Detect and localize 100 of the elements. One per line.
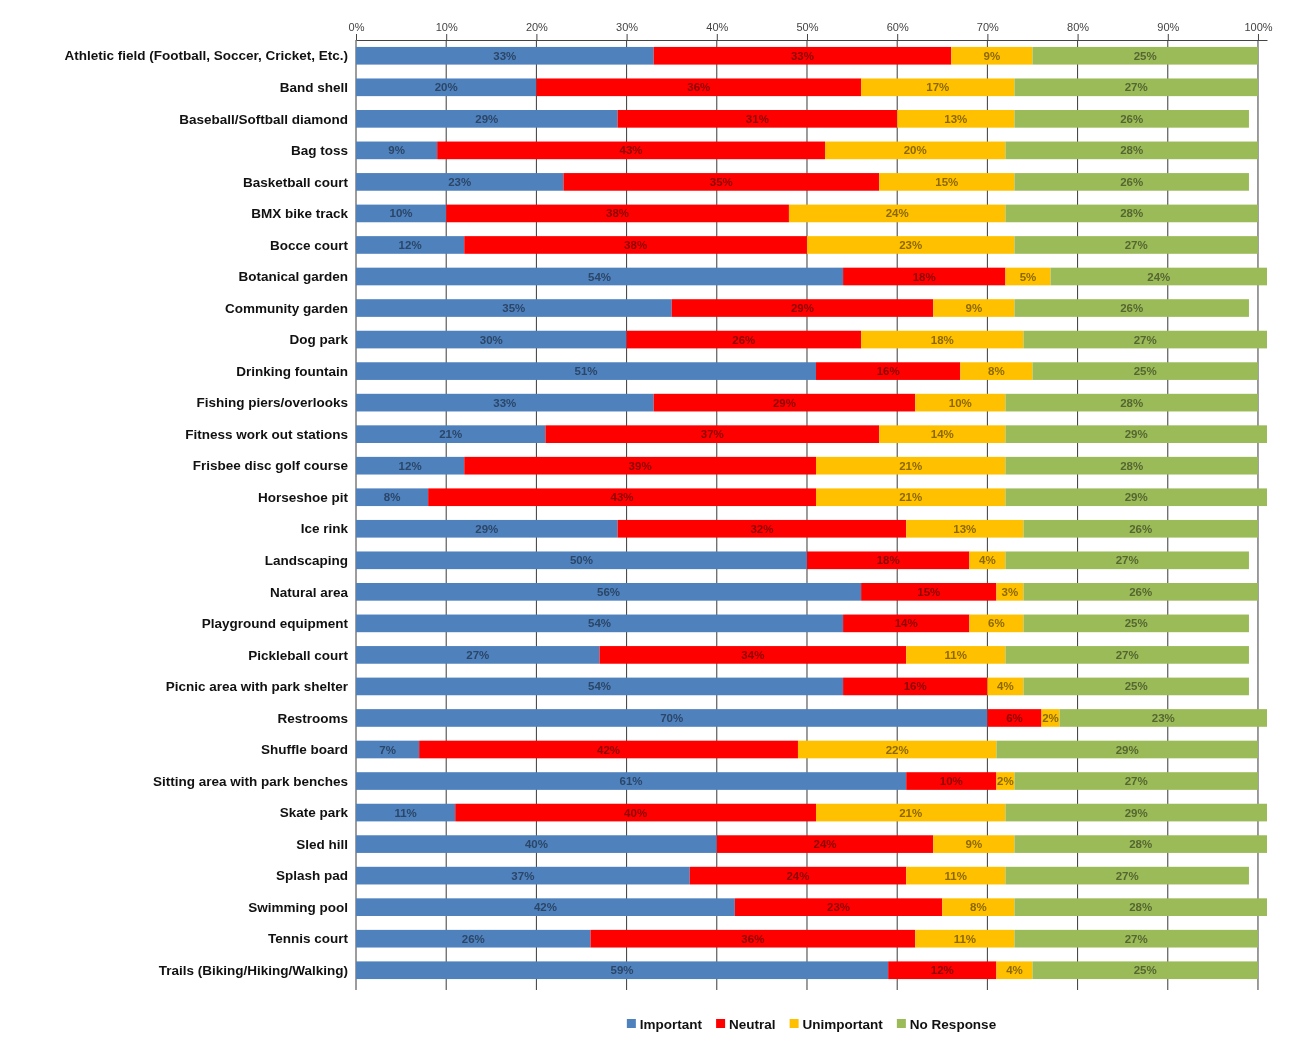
bar bbox=[843, 267, 1006, 286]
data-label: 10% bbox=[389, 207, 413, 220]
x-tick-label: 90% bbox=[1157, 21, 1180, 33]
bar bbox=[734, 898, 943, 916]
data-label: 25% bbox=[1133, 964, 1157, 977]
data-label: 2% bbox=[997, 775, 1014, 788]
data-label: 12% bbox=[398, 459, 422, 472]
bar bbox=[915, 929, 1015, 948]
bar bbox=[951, 46, 1033, 65]
bar bbox=[356, 362, 817, 380]
y-tick-label: Ice rink bbox=[300, 521, 349, 537]
bar bbox=[356, 236, 465, 254]
data-label: 38% bbox=[624, 238, 648, 251]
data-label: 4% bbox=[1006, 964, 1023, 977]
data-label: 29% bbox=[1124, 806, 1148, 819]
data-label: 15% bbox=[917, 585, 941, 598]
data-label: 9% bbox=[965, 838, 983, 851]
bar bbox=[1005, 141, 1258, 160]
data-label: 29% bbox=[1124, 491, 1148, 504]
data-label: 13% bbox=[944, 112, 968, 125]
data-label: 16% bbox=[903, 680, 927, 693]
y-tick-label: Band shell bbox=[279, 80, 348, 96]
y-tick-label: Community garden bbox=[224, 300, 348, 316]
data-label: 18% bbox=[876, 554, 900, 567]
x-tick-label: 70% bbox=[976, 21, 1000, 33]
bar bbox=[356, 709, 988, 727]
bar bbox=[617, 110, 898, 128]
data-label: 29% bbox=[1124, 428, 1148, 441]
bar bbox=[428, 488, 817, 507]
bar bbox=[788, 204, 1006, 223]
bar bbox=[933, 835, 1015, 853]
bar bbox=[356, 488, 429, 507]
data-label: 26% bbox=[1120, 112, 1144, 125]
y-tick-label: Basketball court bbox=[242, 174, 349, 190]
bar bbox=[1014, 173, 1249, 191]
bar bbox=[1005, 204, 1258, 223]
y-tick-label: Sled hill bbox=[296, 836, 348, 852]
x-tick-label: 50% bbox=[796, 21, 819, 33]
bar bbox=[861, 330, 1024, 349]
data-label: 23% bbox=[1151, 711, 1175, 724]
bar bbox=[1014, 78, 1258, 97]
data-label: 3% bbox=[1001, 585, 1019, 598]
bar bbox=[1032, 46, 1258, 65]
bar bbox=[464, 456, 817, 475]
data-label: 24% bbox=[1147, 270, 1171, 283]
data-label: 39% bbox=[628, 459, 652, 472]
data-label: 22% bbox=[885, 743, 909, 756]
data-label: 23% bbox=[899, 238, 923, 251]
bar bbox=[879, 425, 1006, 443]
bar bbox=[816, 488, 1006, 507]
bar bbox=[356, 46, 654, 65]
data-label: 30% bbox=[479, 333, 503, 346]
data-label: 26% bbox=[461, 932, 485, 945]
y-tick-label: Skate park bbox=[279, 805, 349, 821]
bar bbox=[356, 614, 844, 633]
bar bbox=[1014, 835, 1267, 853]
bar bbox=[816, 456, 1006, 475]
bar bbox=[906, 519, 1024, 538]
bar bbox=[599, 646, 907, 664]
bar bbox=[563, 173, 880, 191]
legend-label: Important bbox=[639, 1016, 703, 1032]
data-label: 25% bbox=[1124, 680, 1148, 693]
data-label: 56% bbox=[597, 585, 621, 598]
data-label: 28% bbox=[1120, 459, 1144, 472]
y-tick-label: Splash pad bbox=[275, 868, 348, 884]
bar bbox=[536, 78, 862, 97]
data-label: 15% bbox=[935, 175, 959, 188]
bar bbox=[437, 141, 826, 160]
data-label: 9% bbox=[965, 302, 983, 315]
data-label: 33% bbox=[790, 49, 814, 62]
data-label: 26% bbox=[1120, 175, 1144, 188]
data-label: 36% bbox=[687, 81, 711, 94]
bar bbox=[797, 740, 997, 759]
data-label: 54% bbox=[588, 680, 612, 693]
bar bbox=[1005, 866, 1249, 885]
bar bbox=[942, 898, 1015, 916]
data-label: 13% bbox=[953, 522, 977, 535]
y-tick-label: Drinking fountain bbox=[236, 363, 348, 379]
y-tick-label: Bag toss bbox=[290, 143, 348, 159]
y-tick-label: BMX bike track bbox=[251, 206, 349, 222]
data-label: 29% bbox=[475, 112, 499, 125]
bar bbox=[888, 961, 997, 980]
data-label: 61% bbox=[619, 775, 643, 788]
bar bbox=[1014, 772, 1258, 790]
bar bbox=[1032, 961, 1258, 980]
y-tick-label: Dog park bbox=[289, 332, 349, 348]
data-label: 26% bbox=[1120, 302, 1144, 315]
bar bbox=[806, 551, 970, 570]
data-label: 27% bbox=[1133, 333, 1157, 346]
y-tick-label: Baseball/Softball diamond bbox=[179, 111, 348, 127]
bar bbox=[617, 519, 907, 538]
bar bbox=[897, 110, 1015, 128]
data-label: 28% bbox=[1129, 901, 1153, 914]
data-label: 8% bbox=[383, 491, 401, 504]
data-label: 25% bbox=[1133, 365, 1157, 378]
bar bbox=[1059, 709, 1267, 727]
data-label: 14% bbox=[894, 617, 918, 630]
y-tick-label: Picnic area with park shelter bbox=[165, 679, 349, 695]
x-tick-label: 30% bbox=[616, 21, 639, 33]
data-label: 54% bbox=[588, 270, 612, 283]
